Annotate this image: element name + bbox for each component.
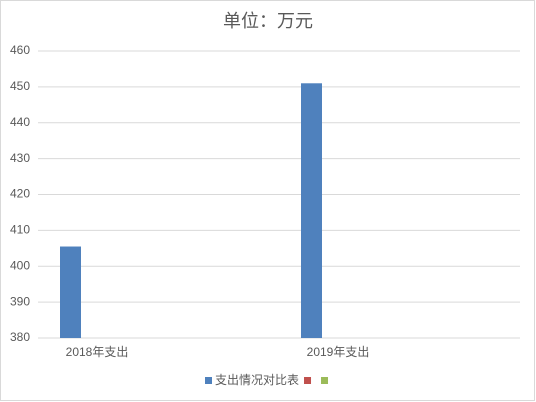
y-tick-label: 410 [10,223,30,237]
y-tick-label: 460 [10,43,30,57]
y-tick-label: 390 [10,294,30,308]
y-tick-label: 450 [10,79,30,93]
bar [301,83,322,338]
y-tick-label: 420 [10,187,30,201]
legend-swatch [304,377,312,384]
legend-swatch [205,377,212,384]
y-tick-label: 380 [10,330,30,344]
y-tick-label: 440 [10,115,30,129]
legend-swatch [321,377,329,384]
x-tick-label: 2019年支出 [307,345,370,359]
legend-label: 支出情况对比表 [215,373,299,387]
y-tick-label: 430 [10,151,30,165]
y-tick-label: 400 [10,258,30,272]
chart-title: 单位：万元 [223,11,313,31]
x-tick-label: 2018年支出 [66,345,129,359]
bar [60,246,81,338]
